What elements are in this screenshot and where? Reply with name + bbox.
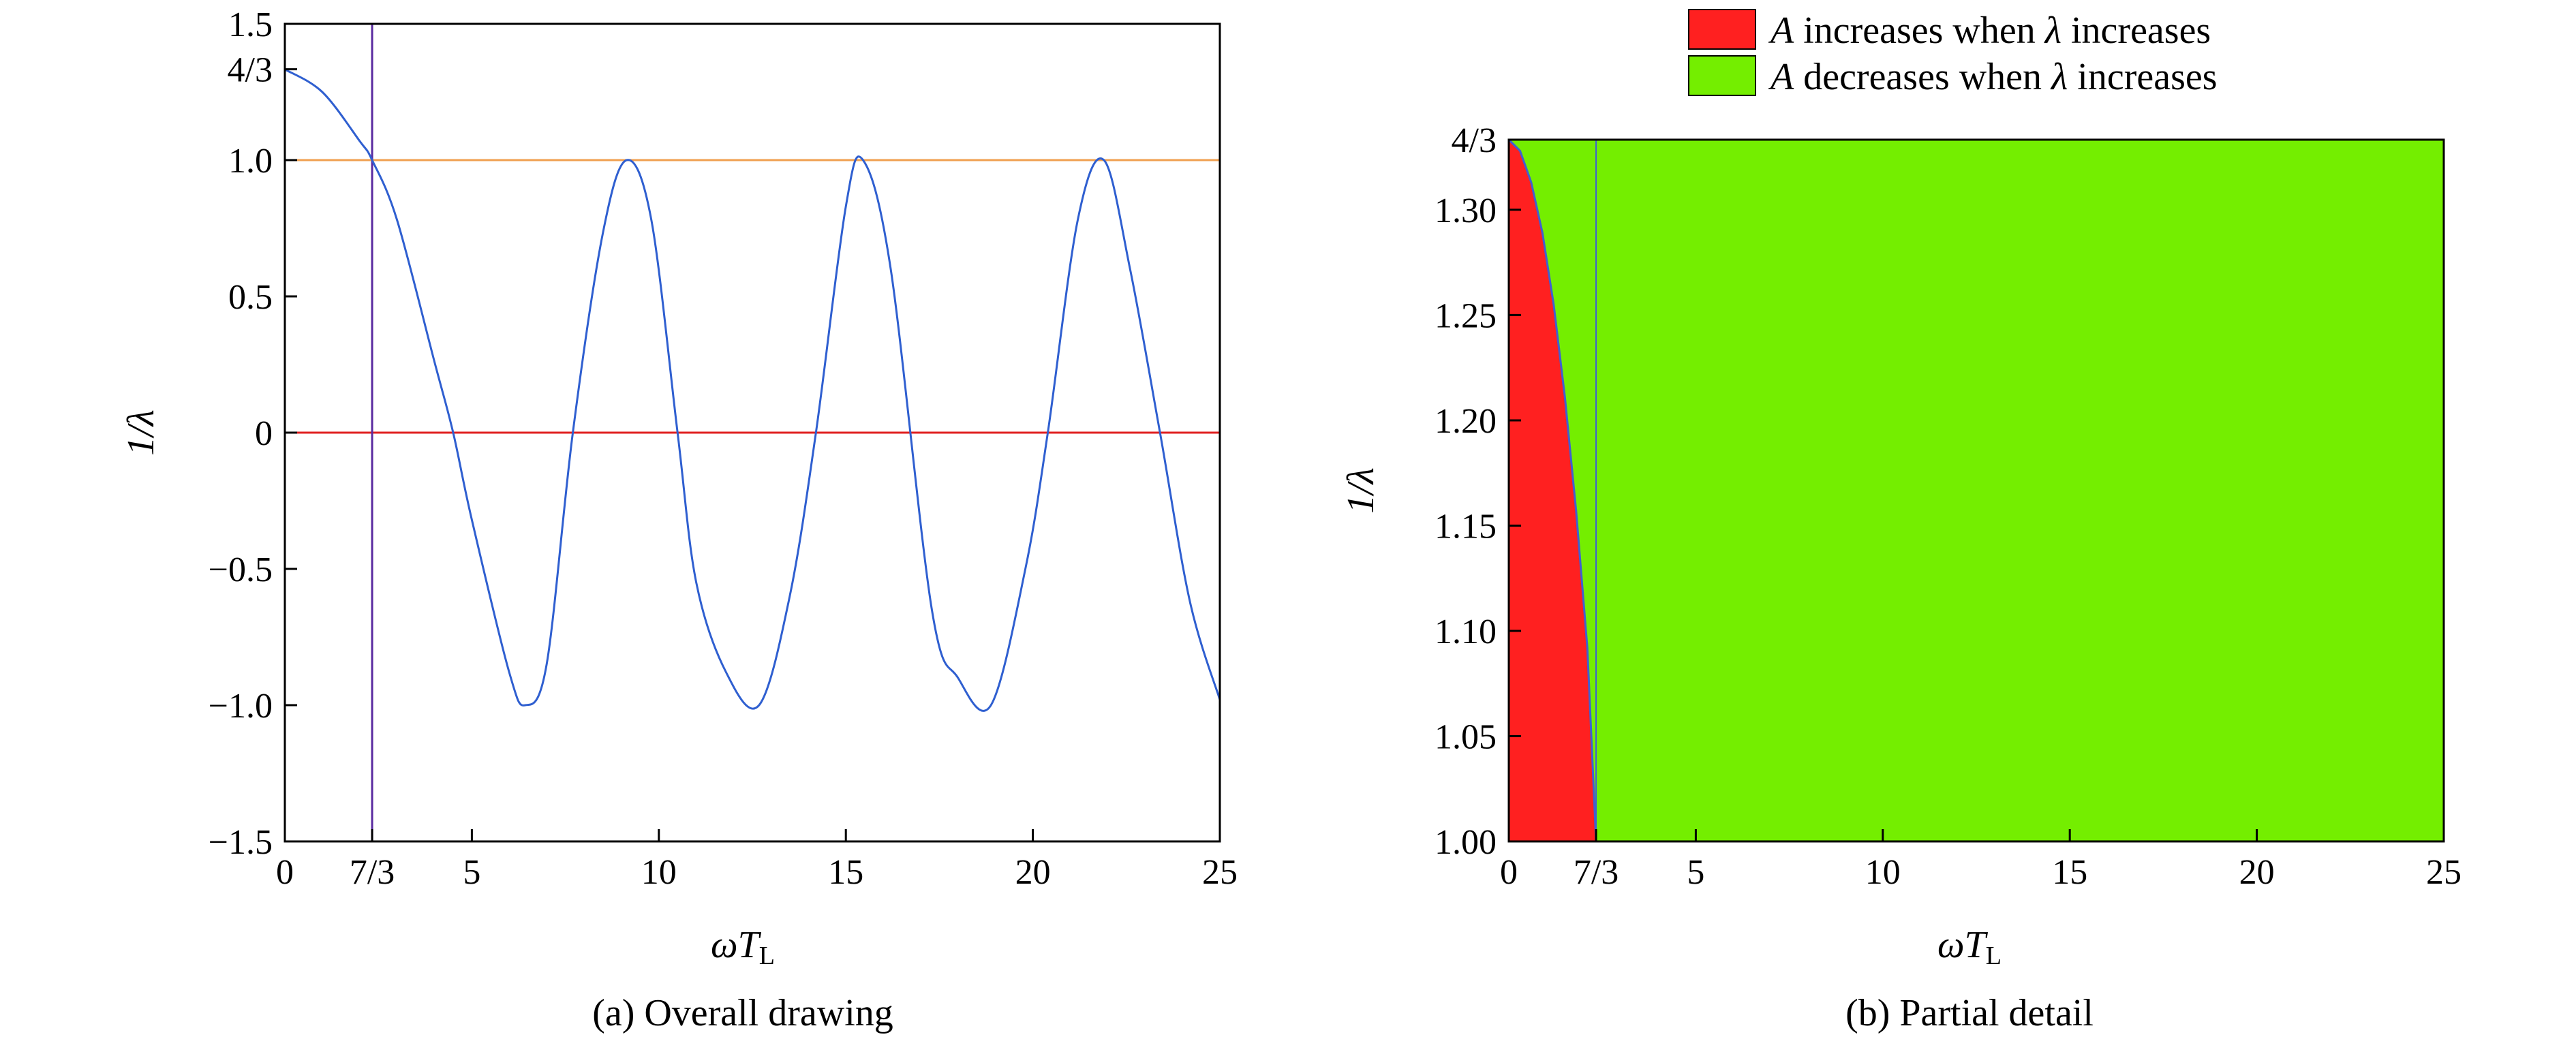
legend-swatch-decreases — [1688, 55, 1756, 96]
panel-b-x-tick-label: 0 — [1500, 853, 1518, 892]
panel-a-y-axis-label: 1/λ — [120, 409, 162, 456]
panel-a-x-tick-label: 10 — [641, 853, 677, 892]
panel-a-x-tick-label: 0 — [276, 853, 294, 892]
panel-b-x-axis-label: ωTL — [1937, 924, 2002, 970]
panel-b-decrease-region — [1509, 140, 2444, 841]
panel-b-x-tick-label: 15 — [2052, 853, 2087, 892]
panel-b-frame — [1507, 138, 2445, 843]
panel-a-x-tick-label: 5 — [463, 853, 480, 892]
panel-a-y-tick-label: −1.5 — [209, 823, 273, 862]
panel-b-legend: A increases when λ increases A decreases… — [1688, 9, 2218, 98]
panel-b: 0 7/3 5 10 15 20 25 1.001.051.101.151.201.251.… — [1340, 9, 2462, 1034]
panel-a-x-tick-label: 25 — [1202, 853, 1238, 892]
legend-label-decreases: A decreases when λ increases — [1768, 56, 2218, 98]
panel-b-caption: (b) Partial detail — [1845, 992, 2094, 1034]
legend-swatch-increases — [1688, 9, 1756, 50]
panel-b-y-tick-label: 4/3 — [1452, 121, 1497, 160]
panel-b-x-tick-label: 20 — [2239, 853, 2275, 892]
panel-a-y-ticks: −1.5 −1.0 −0.5 0 0.5 1.0 4/3 1.5 — [209, 5, 297, 862]
panel-b-region-boundary — [1507, 138, 1597, 842]
panel-b-y-tick-label: 1.10 — [1435, 612, 1497, 651]
panel-b-plot-area — [1507, 138, 2444, 842]
panel-a-x-tick-label: 20 — [1015, 853, 1051, 892]
panel-b-x-tick-label: 7/3 — [1574, 853, 1619, 892]
panel-b-x-tick-label: 10 — [1865, 853, 1901, 892]
panel-a-x-ticks: 0 7/3 5 10 15 20 25 — [276, 829, 1238, 892]
panel-a-series-line — [284, 68, 1221, 712]
panel-b-y-tick-label: 1.00 — [1435, 823, 1497, 862]
panel-b-x-tick-label: 25 — [2426, 853, 2462, 892]
panel-a-y-tick-label: 1.0 — [228, 142, 273, 181]
panel-b-y-tick-label: 1.05 — [1435, 717, 1497, 756]
panel-a-y-tick-label: −1.0 — [209, 687, 273, 726]
panel-a-plot-area — [284, 24, 1221, 841]
panel-b-y-tick-label: 1.15 — [1435, 507, 1497, 546]
panel-a-y-tick-label: 1.5 — [228, 5, 273, 44]
panel-b-increase-region — [1509, 140, 1597, 841]
panel-b-y-axis-label: 1/λ — [1340, 467, 1382, 514]
panel-a-x-axis-label: ωTL — [711, 924, 775, 970]
panel-b-y-ticks: 1.00 1.05 1.10 1.15 1.20 1.25 1.30 4/3 — [1435, 121, 1521, 862]
panel-a-y-tick-label: 0 — [255, 414, 273, 453]
panel-b-x-ticks: 0 7/3 5 10 15 20 25 — [1500, 829, 2462, 892]
panel-b-y-tick-label: 1.25 — [1435, 296, 1497, 335]
panel-b-y-tick-label: 1.30 — [1435, 191, 1497, 230]
panel-b-y-tick-label: 1.20 — [1435, 402, 1497, 441]
panel-a-y-tick-label: 0.5 — [228, 278, 273, 317]
legend-label-increases: A increases when λ increases — [1768, 10, 2211, 52]
panel-a: 0 7/3 5 10 15 20 25 −1.5−1.0−0.500.51.04/31.5 … — [120, 5, 1238, 1034]
panel-b-x-tick-label: 5 — [1687, 853, 1704, 892]
panel-a-x-tick-label: 7/3 — [350, 853, 395, 892]
panel-a-y-tick-label: 4/3 — [228, 51, 273, 90]
panel-a-y-tick-label: −0.5 — [209, 550, 273, 589]
panel-a-caption: (a) Overall drawing — [592, 992, 893, 1034]
panel-a-x-tick-label: 15 — [828, 853, 863, 892]
